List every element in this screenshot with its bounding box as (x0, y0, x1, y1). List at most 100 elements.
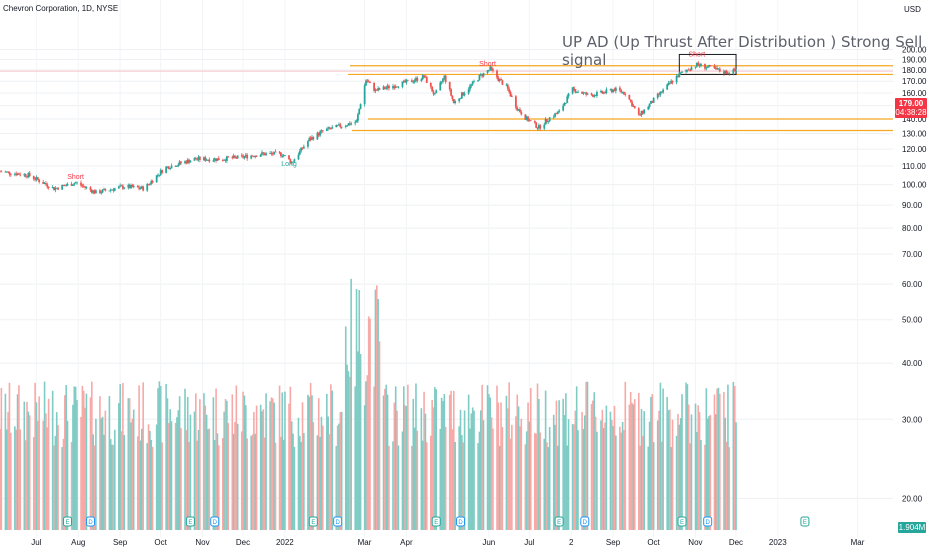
candle-body (593, 95, 596, 97)
candle-body (602, 92, 605, 94)
candle-body (57, 187, 59, 190)
candle-body (366, 80, 369, 82)
candle-body (13, 173, 16, 175)
candle-body (204, 157, 207, 161)
volume-bar (355, 289, 358, 530)
candle-body (405, 79, 408, 83)
volume-bar (451, 429, 454, 530)
candle-body (350, 123, 353, 125)
candle-body (624, 94, 627, 96)
candle-body (393, 86, 396, 88)
candle-body (307, 141, 309, 147)
volume-bar (590, 403, 593, 530)
volume-bar (643, 411, 646, 530)
volume-bar (242, 391, 244, 530)
candle-body (670, 80, 673, 84)
volume-bar (706, 418, 709, 530)
volume-bar (141, 428, 143, 530)
candle-body (424, 76, 427, 78)
volume-bar (393, 402, 396, 530)
candle-body (675, 75, 678, 83)
candle-body (527, 116, 529, 122)
candle-body (274, 151, 277, 153)
candle-body (177, 164, 180, 167)
volume-bar (363, 405, 366, 530)
volume-bar (26, 401, 28, 530)
candle-body (92, 190, 95, 193)
candle-body (397, 86, 400, 88)
volume-bar (621, 421, 624, 530)
candle-body (705, 67, 708, 69)
volume-bar (619, 426, 621, 530)
candle-body (74, 182, 77, 184)
volume-bar (331, 390, 334, 530)
analysis-annotation: UP AD (Up Thrust After Distribution ) St… (562, 33, 923, 69)
volume-bar (535, 433, 537, 530)
support-resistance-levels[interactable] (0, 53, 893, 132)
volume-bar (51, 390, 54, 530)
candle-body (339, 124, 342, 128)
candle-body (109, 189, 112, 191)
distribution-box (678, 53, 737, 75)
candle-body (558, 110, 561, 112)
volume-bar (612, 426, 614, 530)
x-tick-label: Dec (236, 538, 250, 547)
candle-body (452, 99, 455, 104)
candle-body (735, 71, 737, 72)
volume-bar (197, 429, 200, 530)
x-tick-label: Apr (400, 538, 413, 547)
candle-body (42, 182, 45, 184)
candle-body (354, 122, 357, 124)
volume-bar (681, 394, 683, 530)
candle-body (662, 89, 665, 93)
candle-body (567, 93, 570, 97)
candlesticks (0, 60, 737, 195)
candle-body (65, 185, 68, 187)
candle-body (338, 124, 340, 126)
volume-value: 1.904M (899, 523, 926, 532)
candle-body (543, 124, 546, 129)
volume-bar (594, 416, 597, 530)
volume-bar (573, 424, 575, 530)
candle-body (178, 161, 181, 165)
price-axis[interactable]: 20.00 30.00 40.00 50.00 60.00 70.00 80.00 90.00… (902, 46, 927, 504)
candle-body (270, 152, 273, 154)
volume-bar (385, 384, 388, 530)
volume-bar (185, 430, 188, 530)
dividend-marker-label: D (583, 520, 588, 526)
volume-bar (430, 435, 432, 530)
candle-body (365, 80, 367, 86)
candle-body (536, 127, 539, 129)
candle-body (159, 170, 162, 175)
candle-body (147, 184, 150, 185)
volume-bar (574, 410, 577, 530)
candle-body (369, 82, 371, 84)
volume-bar (92, 434, 94, 530)
volume-badge: 1.904M (898, 522, 926, 533)
candle-body (442, 78, 444, 82)
candle-body (215, 158, 217, 161)
volume-bar (308, 396, 311, 530)
volume-bar (488, 394, 490, 530)
candle-body (127, 184, 130, 188)
volume-bar (354, 386, 356, 530)
candle-body (320, 130, 323, 132)
volume-bar (592, 400, 594, 530)
volume-bar (444, 426, 447, 530)
volume-bar (262, 409, 265, 530)
volume-bar (27, 411, 30, 530)
candle-body (26, 176, 28, 178)
volume-bar (280, 436, 282, 530)
y-tick-label: 140.00 (902, 115, 927, 124)
volume-bar (528, 421, 531, 530)
candle-body (263, 153, 266, 156)
time-axis[interactable]: Jul Aug Sep Oct Nov Dec 2022 Mar Apr Jun Jul 2 Sep Oc… (31, 538, 864, 547)
candle-body (223, 159, 226, 161)
candle-body (346, 125, 348, 127)
candle-body (321, 130, 324, 132)
volume-bar (586, 381, 589, 530)
volume-bar (479, 410, 482, 530)
candle-body (415, 77, 417, 81)
